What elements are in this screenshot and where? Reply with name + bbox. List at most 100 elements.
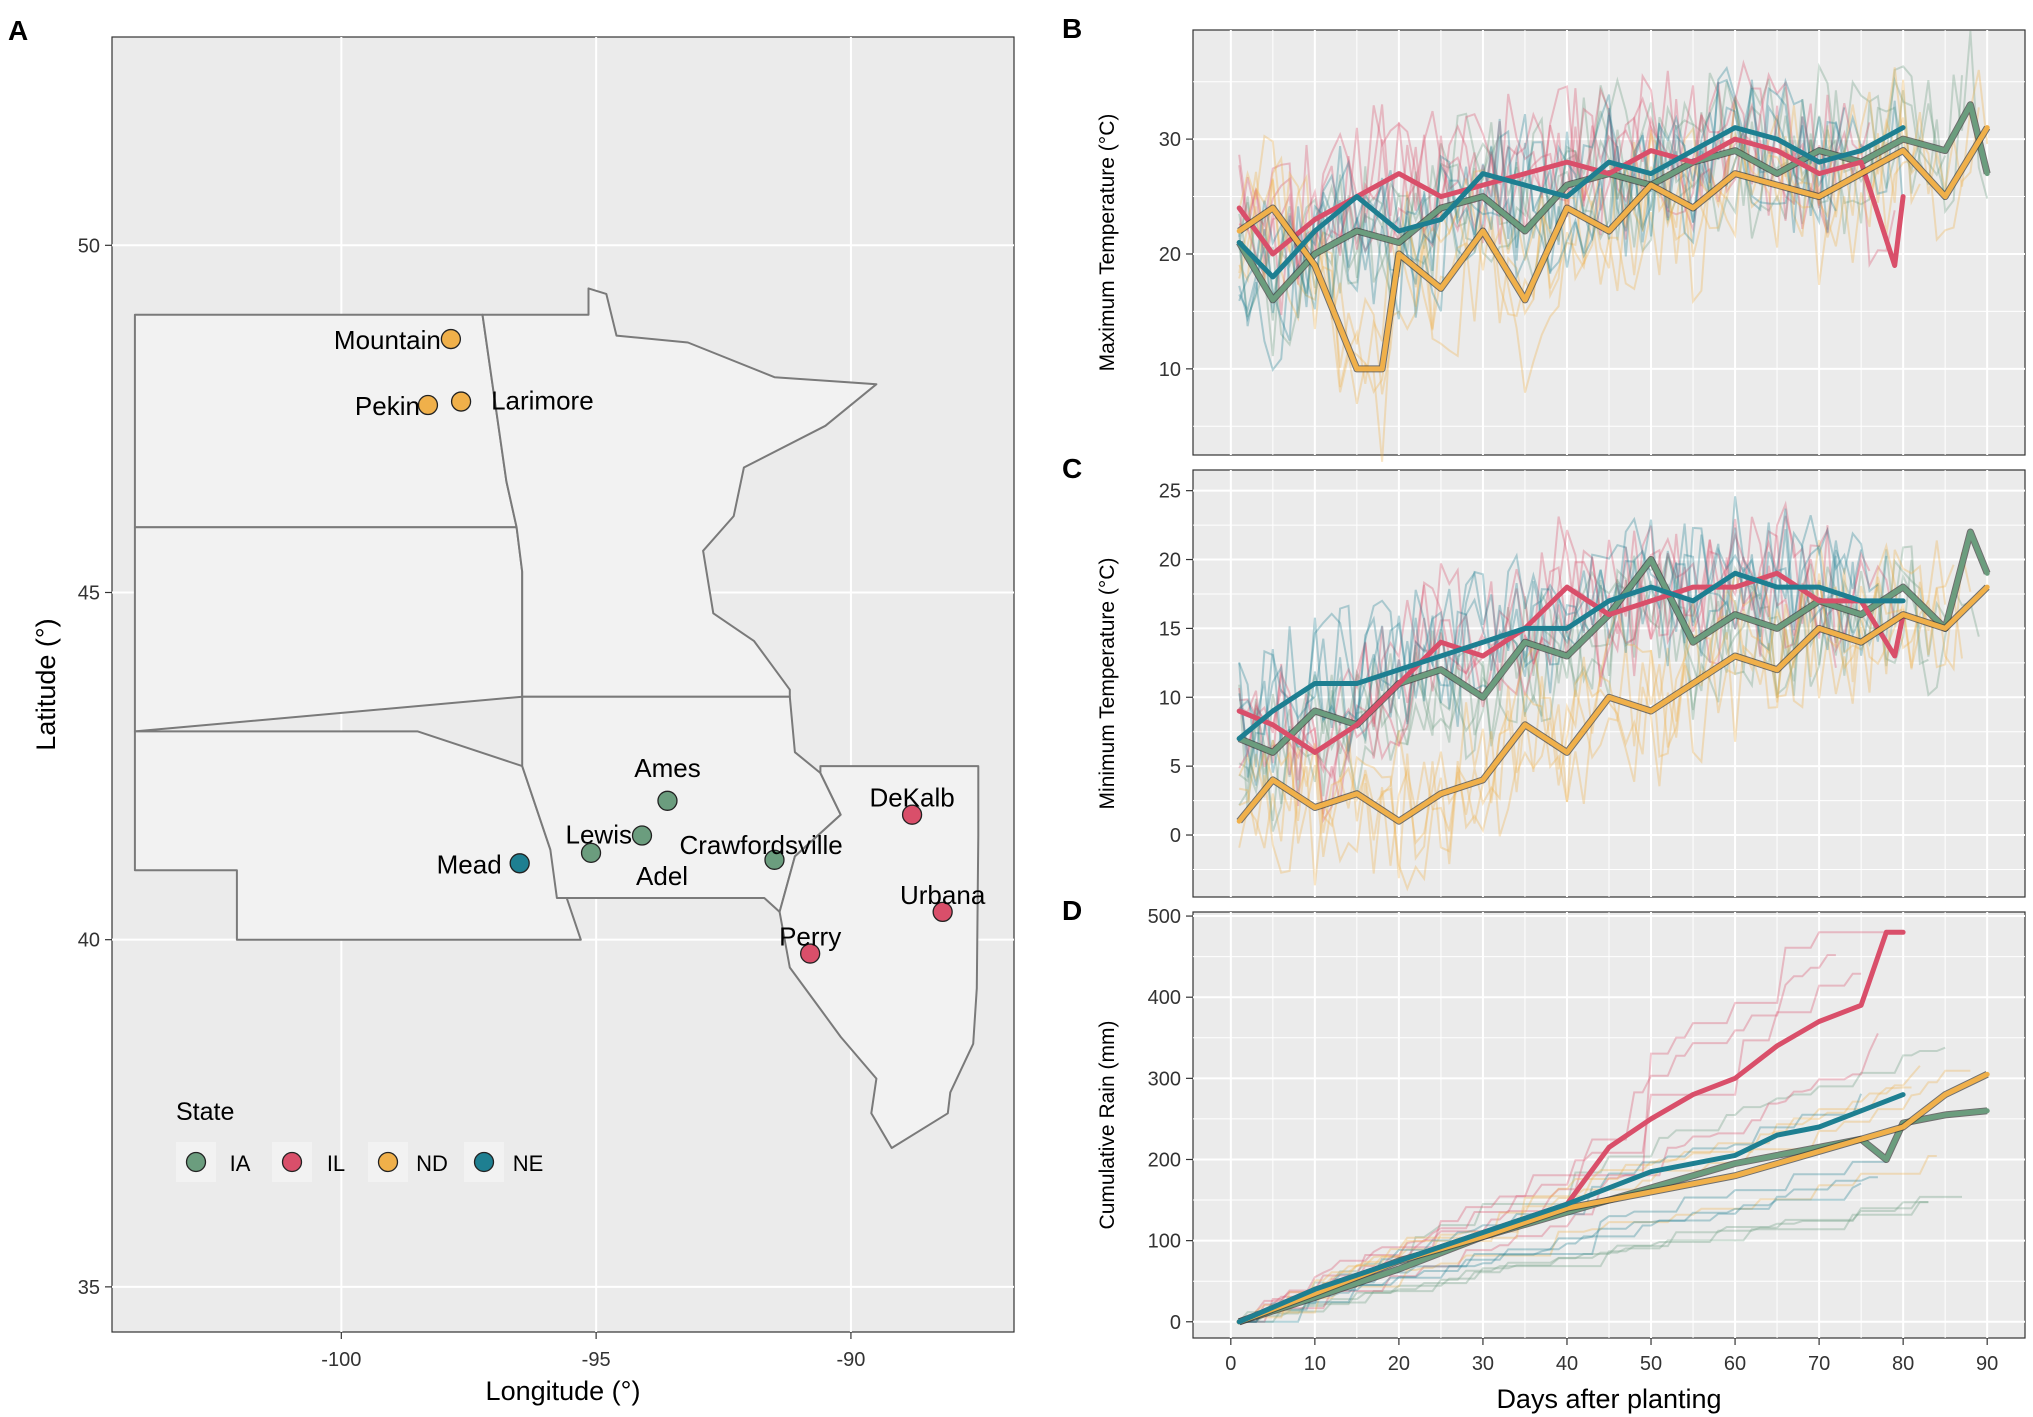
tick-label-x: 90 bbox=[1976, 1353, 1998, 1375]
tick-label-y: 20 bbox=[1159, 244, 1181, 266]
site-label: Lewis bbox=[566, 820, 632, 850]
site-label: Adel bbox=[636, 861, 688, 891]
site-label: Mead bbox=[437, 849, 502, 879]
map-tick-label-y: 45 bbox=[78, 582, 100, 604]
trace-nd bbox=[1238, 107, 1980, 462]
trace-ne bbox=[1238, 496, 1879, 778]
y-axis-label-b: Maximum Temperature (°C) bbox=[1096, 114, 1119, 372]
legend-label: IA bbox=[230, 1151, 251, 1176]
tick-label-x: 20 bbox=[1388, 1353, 1410, 1375]
trace-il bbox=[1238, 1032, 1879, 1323]
trace-il bbox=[1238, 59, 1837, 280]
trace-ne bbox=[1239, 1182, 1862, 1323]
map-tick-label-y: 40 bbox=[78, 930, 100, 952]
tick-label-y: 10 bbox=[1159, 687, 1181, 709]
map-y-axis-label: Latitude (°) bbox=[31, 618, 61, 750]
trace-il bbox=[1238, 70, 1871, 280]
trace-il bbox=[1239, 515, 1896, 781]
legend-key bbox=[377, 1151, 399, 1173]
series-line-ia bbox=[1236, 102, 1990, 303]
site-label: Pekin bbox=[355, 391, 420, 421]
tick-label-x: 60 bbox=[1724, 1353, 1746, 1375]
trace-ia bbox=[1239, 1201, 1929, 1323]
legend-label: IL bbox=[327, 1151, 345, 1176]
trace-ne bbox=[1238, 100, 1905, 372]
trace-ia bbox=[1239, 1195, 1962, 1323]
tick-label-y: 400 bbox=[1148, 987, 1181, 1009]
state-outline bbox=[133, 313, 518, 529]
map-x-axis-label: Longitude (°) bbox=[486, 1376, 641, 1406]
trace-ia bbox=[1238, 30, 1989, 321]
tick-label-y: 30 bbox=[1159, 129, 1181, 151]
site-point bbox=[631, 825, 653, 846]
site-point bbox=[657, 790, 678, 811]
map-tick-label-y: 35 bbox=[78, 1277, 100, 1299]
series-line-nd bbox=[1236, 125, 1990, 372]
tick-label-y: 500 bbox=[1148, 906, 1181, 928]
trace-ne bbox=[1238, 527, 1888, 786]
legend-key bbox=[185, 1151, 207, 1173]
series-line-nd bbox=[1236, 584, 1990, 824]
panel-a-map: A -100 -95 -90 35 40 45 50 Mountain Pekin Larimore… bbox=[8, 15, 1015, 1406]
map-tick-label-y: 50 bbox=[78, 235, 100, 257]
state-outline bbox=[133, 730, 582, 941]
trace-il bbox=[1238, 529, 1871, 815]
tick-label-y: 10 bbox=[1159, 359, 1181, 381]
trace-nd bbox=[1238, 593, 1963, 892]
legend-label: NE bbox=[513, 1151, 544, 1176]
series-line-il bbox=[1236, 570, 1906, 755]
trace-nd bbox=[1238, 552, 1972, 879]
tick-label-x: 70 bbox=[1808, 1353, 1830, 1375]
tick-label-x: 0 bbox=[1225, 1353, 1236, 1375]
site-label: Mountain bbox=[334, 325, 441, 355]
site-point bbox=[932, 901, 953, 923]
legend-key bbox=[281, 1151, 303, 1173]
y-axis-label-d: Cumulative Rain (mm) bbox=[1096, 1021, 1119, 1230]
trace-nd bbox=[1238, 67, 1989, 395]
tick-label-x: 30 bbox=[1472, 1353, 1494, 1375]
trace-nd bbox=[1238, 79, 1921, 385]
trace-nd bbox=[1239, 1065, 1921, 1323]
map-tick-label-x: -90 bbox=[836, 1349, 865, 1371]
state-outline bbox=[481, 287, 878, 698]
tick-label-y: 15 bbox=[1159, 618, 1181, 640]
site-label: Larimore bbox=[491, 386, 594, 416]
site-point bbox=[509, 853, 530, 874]
tick-label-y: 20 bbox=[1159, 550, 1181, 572]
tick-label-y: 100 bbox=[1148, 1231, 1181, 1253]
panel-label-d: D bbox=[1062, 895, 1082, 926]
site-label: Ames bbox=[634, 753, 700, 783]
site-label: DeKalb bbox=[869, 783, 954, 813]
tick-label-x: 40 bbox=[1556, 1353, 1578, 1375]
y-axis-label-c: Minimum Temperature (°C) bbox=[1096, 558, 1119, 810]
panel-b-max-temp: B 10 20 30 Maximum Temperature (°C) bbox=[1062, 13, 2026, 462]
tick-label-x: 80 bbox=[1892, 1353, 1914, 1375]
trace-il bbox=[1239, 931, 1895, 1323]
tick-label-y: 0 bbox=[1170, 1312, 1181, 1334]
tick-label-x: 50 bbox=[1640, 1353, 1662, 1375]
state-outline bbox=[778, 765, 980, 1149]
tick-label-y: 0 bbox=[1170, 825, 1181, 847]
map-tick-label-x: -95 bbox=[582, 1349, 611, 1371]
trace-ne bbox=[1238, 515, 1863, 768]
tick-label-y: 200 bbox=[1148, 1149, 1181, 1171]
trace-nd bbox=[1238, 1086, 1912, 1323]
panel-label-a: A bbox=[8, 15, 28, 46]
legend-label: ND bbox=[416, 1151, 448, 1176]
site-point bbox=[417, 394, 439, 416]
trace-ne bbox=[1238, 65, 1837, 302]
panel-label-b: B bbox=[1062, 13, 1082, 44]
site-label: Urbana bbox=[900, 880, 986, 910]
legend-key bbox=[473, 1151, 495, 1173]
series-line-ne bbox=[1236, 125, 1906, 280]
tick-label-y: 5 bbox=[1170, 756, 1181, 778]
series-line-ne bbox=[1236, 1092, 1906, 1325]
trace-ia bbox=[1239, 1201, 1929, 1323]
panel-d-cum-rain: D 0 100 200 300 400 500 Cumulative Rain (mm) 0 10… bbox=[1062, 895, 2026, 1414]
panel-c-min-temp: C 0 5 10 15 20 25 Minimum Temperature (°C) bbox=[1062, 453, 2026, 898]
site-point bbox=[440, 328, 462, 350]
map-tick-label-x: -100 bbox=[321, 1349, 361, 1371]
tick-label-x: 10 bbox=[1304, 1353, 1326, 1375]
site-point bbox=[764, 849, 785, 870]
